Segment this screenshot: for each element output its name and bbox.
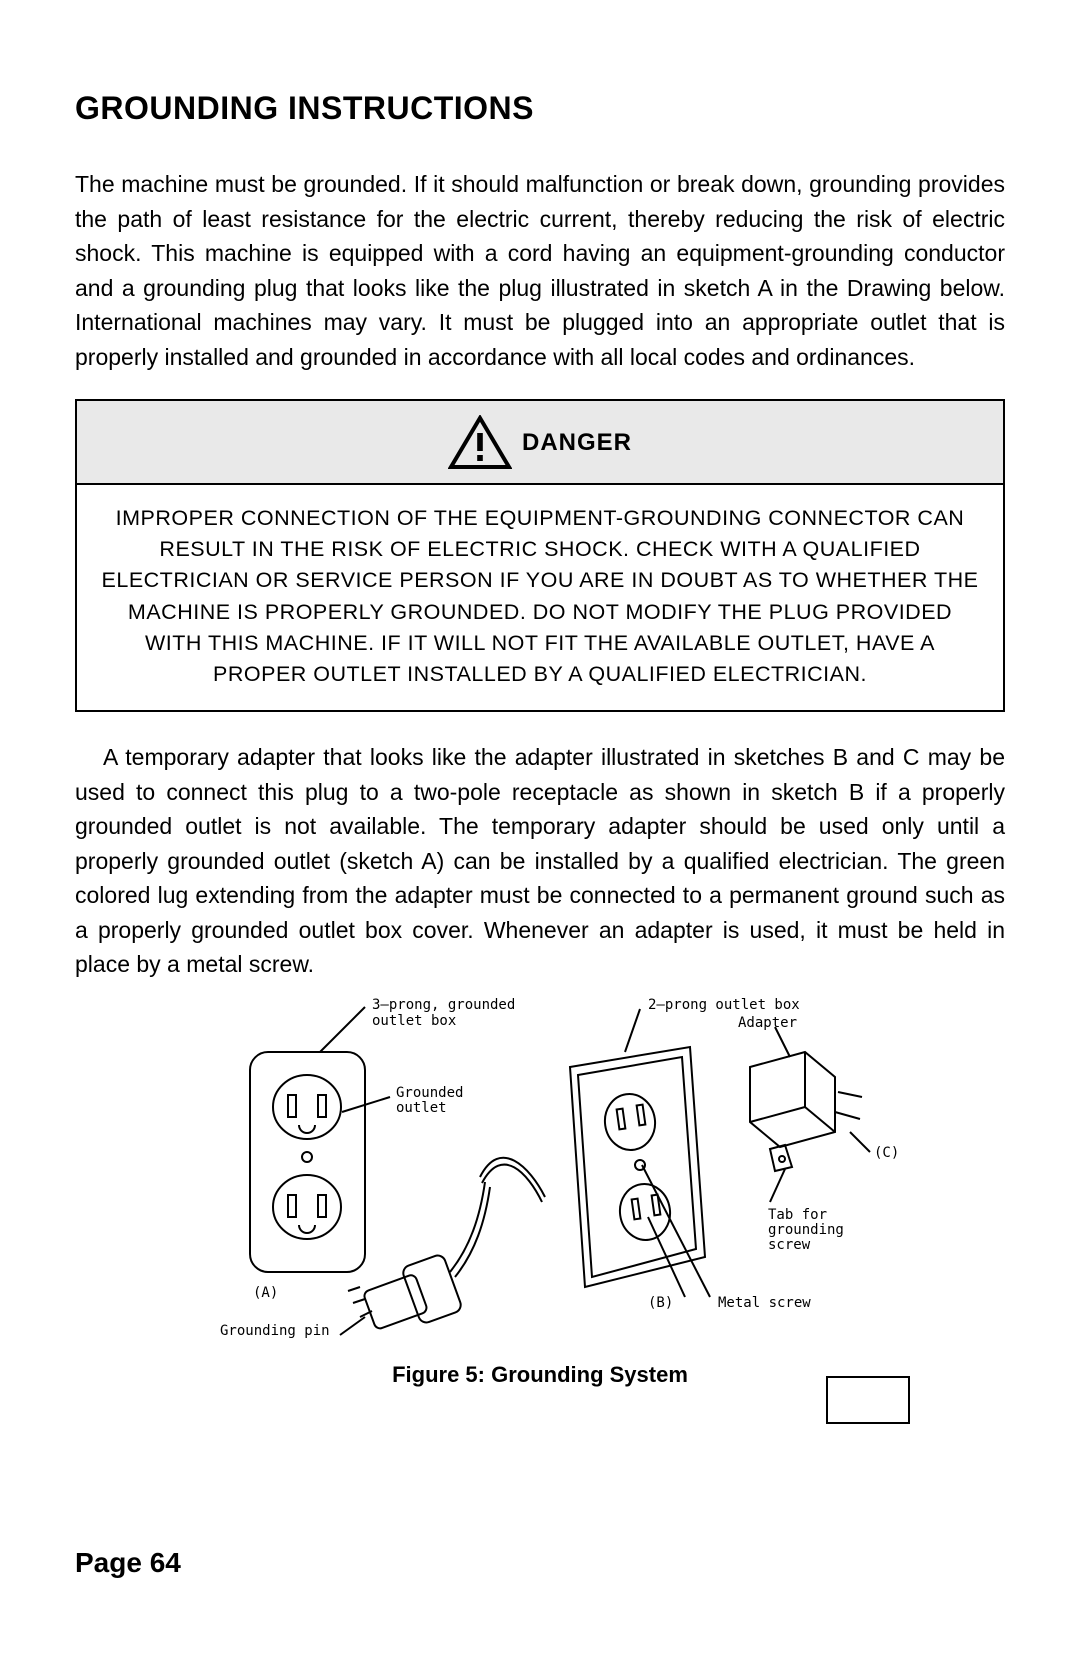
- figure-5: 3–prong, grounded outlet box Grounded ou…: [75, 997, 1005, 1388]
- fig-label-grounding-pin: Grounding pin: [220, 1323, 330, 1339]
- page-number: Page 64: [75, 1547, 181, 1579]
- fig-label-tab-c: screw: [768, 1237, 811, 1253]
- danger-body: IMPROPER CONNECTION OF THE EQUIPMENT-GRO…: [77, 485, 1003, 710]
- danger-text: IMPROPER CONNECTION OF THE EQUIPMENT-GRO…: [97, 503, 983, 690]
- paragraph-2: A temporary adapter that looks like the …: [75, 740, 1005, 982]
- danger-header: DANGER: [77, 401, 1003, 485]
- fig-label-metal-screw: Metal screw: [718, 1295, 811, 1311]
- danger-label: DANGER: [522, 429, 632, 457]
- danger-box: DANGER IMPROPER CONNECTION OF THE EQUIPM…: [75, 399, 1005, 712]
- fig-label-grounded-outlet-b: outlet: [396, 1100, 447, 1116]
- fig-label-tab: Tab for: [768, 1207, 827, 1223]
- fig-label-b: (B): [648, 1295, 673, 1311]
- blank-box: [826, 1376, 910, 1424]
- fig-label-3prong: 3–prong, grounded: [372, 997, 515, 1013]
- fig-label-2prong: 2–prong outlet box: [648, 997, 800, 1013]
- paragraph-1: The machine must be grounded. If it shou…: [75, 167, 1005, 374]
- fig-label-tab-b: grounding: [768, 1222, 844, 1238]
- section-title: GROUNDING INSTRUCTIONS: [75, 90, 1005, 127]
- grounding-diagram: 3–prong, grounded outlet box Grounded ou…: [150, 997, 930, 1352]
- fig-label-grounded-outlet: Grounded: [396, 1085, 463, 1101]
- page: GROUNDING INSTRUCTIONS The machine must …: [0, 0, 1080, 1669]
- fig-label-a: (A): [253, 1285, 278, 1301]
- fig-label-c: (C): [874, 1145, 899, 1161]
- fig-label-3prong-b: outlet box: [372, 1013, 456, 1029]
- fig-label-adapter: Adapter: [738, 1015, 797, 1031]
- warning-triangle-icon: [448, 415, 512, 471]
